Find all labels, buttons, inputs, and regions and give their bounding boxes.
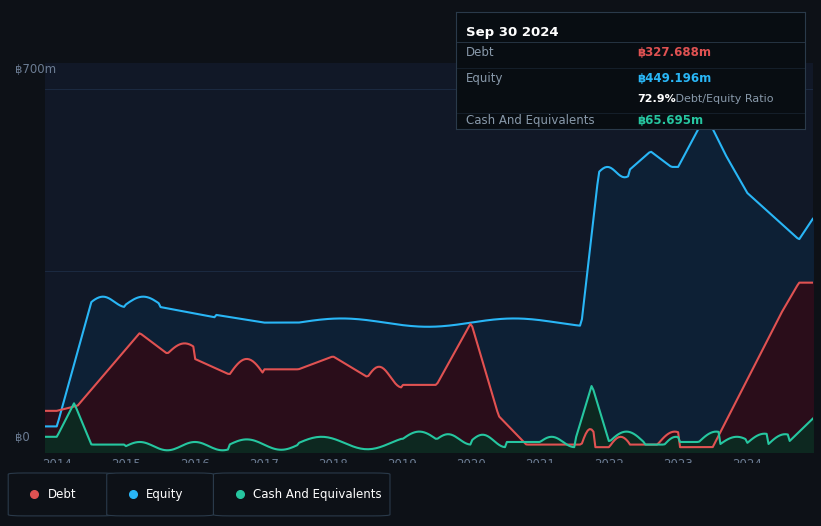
- Text: Sep 30 2024: Sep 30 2024: [466, 26, 559, 39]
- Text: ฿65.695m: ฿65.695m: [637, 114, 704, 127]
- Text: 72.9%: 72.9%: [637, 94, 676, 104]
- Text: Cash And Equivalents: Cash And Equivalents: [466, 114, 594, 127]
- Text: Debt: Debt: [466, 46, 495, 59]
- Text: Debt: Debt: [48, 488, 76, 501]
- Text: ฿327.688m: ฿327.688m: [637, 46, 711, 59]
- Text: Debt/Equity Ratio: Debt/Equity Ratio: [672, 94, 773, 104]
- Text: Cash And Equivalents: Cash And Equivalents: [253, 488, 382, 501]
- Text: ฿449.196m: ฿449.196m: [637, 72, 711, 85]
- Text: Equity: Equity: [466, 72, 503, 85]
- Text: Equity: Equity: [146, 488, 184, 501]
- Text: ฿0: ฿0: [15, 431, 30, 444]
- FancyBboxPatch shape: [107, 473, 213, 516]
- FancyBboxPatch shape: [8, 473, 115, 516]
- Text: ฿700m: ฿700m: [15, 63, 56, 76]
- FancyBboxPatch shape: [213, 473, 390, 516]
